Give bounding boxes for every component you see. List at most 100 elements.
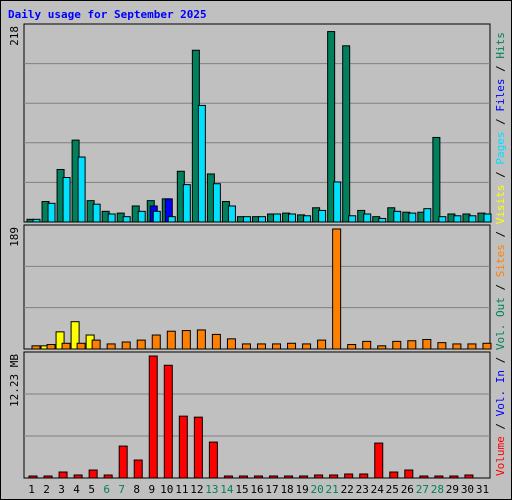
bar-volume-day-4 [73,474,83,479]
legend-separator: / [494,165,507,185]
legend-separator: / [494,224,507,244]
bar-pages-day-18 [288,213,297,223]
bar-volume-day-24 [374,442,384,479]
bar-volume-day-10 [163,364,173,479]
day-label-21: 21 [326,483,339,496]
bar-volume-day-19 [299,475,309,479]
bar-pages-day-23 [363,213,372,223]
bar-hits-day-28 [432,136,441,223]
bar-sites-day-22 [347,344,357,350]
bar-pages-day-2 [47,202,56,223]
bar-volume-day-20 [314,474,324,479]
bar-sites-day-21 [332,228,342,350]
bar-sites-day-30 [467,343,477,350]
bar-sites-day-18 [287,342,297,350]
bar-pages-day-11 [182,184,191,223]
day-label-12: 12 [190,483,203,496]
legend-hits: Hits [494,32,507,59]
y-max-label-hits-files-pages: 218 [8,26,21,46]
legend-vol-in: Vol. In [494,370,507,416]
bar-hits-day-21 [327,31,336,223]
bar-sites-day-16 [256,343,266,350]
bar-volume-day-5 [88,469,98,479]
legend-pages: Pages [494,132,507,165]
bar-sites-day-19 [302,343,312,350]
bar-pages-day-7 [122,216,131,223]
day-label-13: 13 [205,483,218,496]
bar-sites-day-10 [166,330,176,350]
day-label-7: 7 [118,483,125,496]
bar-pages-day-16 [257,216,266,223]
bar-volume-day-29 [449,475,459,479]
bar-sites-day-27 [422,338,432,350]
legend-right: Volume / Vol. In / Vol. Out / Sites / Vi… [494,32,507,476]
bar-pages-day-14 [227,205,236,223]
legend-visits: Visits [494,185,507,225]
bar-volume-day-26 [404,469,414,479]
bar-volume-day-2 [43,475,53,479]
bar-volume-day-27 [419,475,429,479]
legend-separator: / [494,416,507,436]
bar-sites-day-3 [61,342,71,350]
panel-frame-hits-files-pages [23,23,491,223]
legend-files: Files [494,79,507,112]
bar-pages-day-22 [348,215,357,223]
day-label-15: 15 [235,483,248,496]
bar-sites-day-13 [211,333,221,350]
panel-frame-visits-sites [23,224,491,350]
bar-pages-day-12 [197,104,206,223]
bar-pages-day-3 [62,177,71,223]
bar-sites-day-11 [181,330,191,350]
day-label-18: 18 [280,483,293,496]
day-label-4: 4 [73,483,80,496]
day-label-24: 24 [371,483,385,496]
bar-sites-day-2 [46,344,56,350]
bar-volume-day-7 [118,445,128,479]
bar-sites-day-23 [362,340,372,350]
bar-volume-day-3 [58,471,68,479]
bar-pages-day-31 [483,213,492,223]
day-label-23: 23 [356,483,369,496]
bar-pages-day-1 [32,218,41,223]
day-label-31: 31 [476,483,489,496]
bar-hits-day-22 [342,45,351,223]
bar-volume-day-22 [344,473,354,479]
bar-pages-day-26 [408,212,417,223]
bar-sites-day-28 [437,342,447,350]
day-label-8: 8 [133,483,140,496]
day-label-6: 6 [103,483,110,496]
bar-sites-day-15 [241,343,251,350]
bar-pages-day-25 [393,210,402,223]
legend-separator: / [494,350,507,370]
bar-volume-day-18 [284,475,294,479]
bar-sites-day-8 [136,339,146,350]
legend-vol-out: Vol. Out [494,297,507,350]
bar-volume-day-23 [359,473,369,479]
bar-volume-day-25 [389,471,399,479]
y-max-label-volume: 12.23 MB [8,354,21,407]
bar-sites-day-20 [317,339,327,350]
bar-sites-day-1 [31,345,41,350]
bar-sites-day-9 [151,334,161,350]
day-label-16: 16 [250,483,263,496]
panel-frame-volume [23,351,491,479]
bar-volume-day-28 [434,475,444,479]
bar-sites-day-24 [377,345,387,350]
day-label-17: 17 [265,483,278,496]
chart-title: Daily usage for September 2025 [8,8,207,21]
bar-pages-day-6 [107,213,116,223]
bar-sites-day-29 [452,343,462,350]
bar-sites-day-6 [106,343,116,350]
bar-sites-day-4 [76,342,86,350]
y-max-label-visits-sites: 189 [8,227,21,247]
bar-sites-day-25 [392,340,402,350]
bar-pages-day-24 [378,217,387,223]
day-label-10: 10 [160,483,173,496]
day-label-1: 1 [28,483,35,496]
bar-volume-day-30 [464,474,474,479]
bar-pages-day-10 [167,216,176,223]
bar-pages-day-29 [453,215,462,223]
day-label-27: 27 [416,483,429,496]
legend-separator: / [494,59,507,79]
